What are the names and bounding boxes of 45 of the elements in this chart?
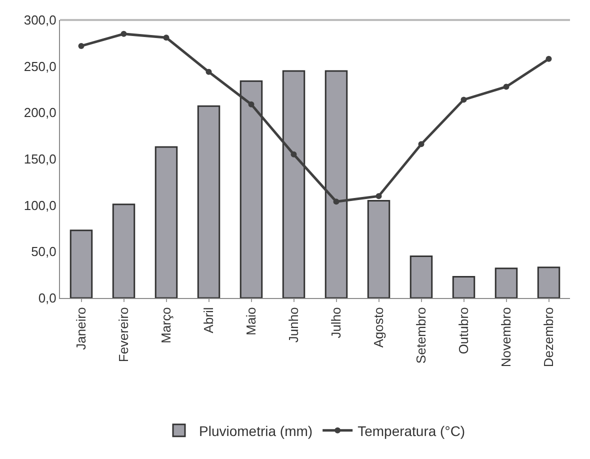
- bar: [537, 266, 560, 298]
- y-tick-label: 200,0: [24, 105, 56, 120]
- legend-label: Temperatura (°C): [358, 422, 466, 439]
- point: [460, 96, 467, 103]
- bar: [240, 80, 263, 298]
- x-tick-label: Março: [158, 307, 174, 344]
- x-tick-label: Dezembro: [540, 307, 556, 368]
- bar: [112, 204, 136, 298]
- x-tick-label: Abril: [200, 307, 216, 334]
- point: [333, 198, 340, 205]
- point: [290, 151, 297, 158]
- y-tick-label: 0,0: [38, 290, 56, 306]
- legend-label: Pluviometria (mm): [199, 422, 313, 439]
- x-tick-label: Outubro: [456, 307, 471, 354]
- bar: [154, 146, 178, 298]
- y-tick-label: 50,0: [31, 244, 56, 260]
- x-tick-label: Janeiro: [73, 307, 88, 350]
- bar: [70, 230, 93, 298]
- y-tick-label: 250,0: [24, 58, 56, 74]
- x-tick-label: Setembro: [413, 307, 428, 364]
- bar: [197, 105, 220, 298]
- bar: [367, 200, 390, 298]
- x-tick-label: Maio: [243, 307, 258, 336]
- x-tick-label: Junho: [286, 307, 301, 343]
- bar: [452, 276, 476, 298]
- y-tick-label: 150,0: [24, 152, 56, 167]
- x-tick-label: Fevereiro: [116, 307, 131, 362]
- point: [418, 141, 424, 148]
- point: [120, 30, 127, 37]
- bar: [410, 256, 433, 298]
- y-tick-label: 100,0: [24, 198, 56, 213]
- bar: [282, 70, 306, 298]
- x-tick-label: Julho: [328, 307, 344, 338]
- y-tick-label: 300,0: [24, 12, 56, 28]
- bar: [494, 268, 518, 298]
- point: [503, 84, 510, 90]
- point: [546, 56, 552, 62]
- point: [163, 34, 170, 41]
- bar: [324, 70, 348, 298]
- point: [248, 101, 254, 108]
- point: [206, 68, 212, 75]
- point: [78, 42, 84, 49]
- x-tick-label: Novembro: [498, 307, 514, 368]
- x-tick-label: Agosto: [370, 307, 386, 348]
- point: [376, 193, 382, 200]
